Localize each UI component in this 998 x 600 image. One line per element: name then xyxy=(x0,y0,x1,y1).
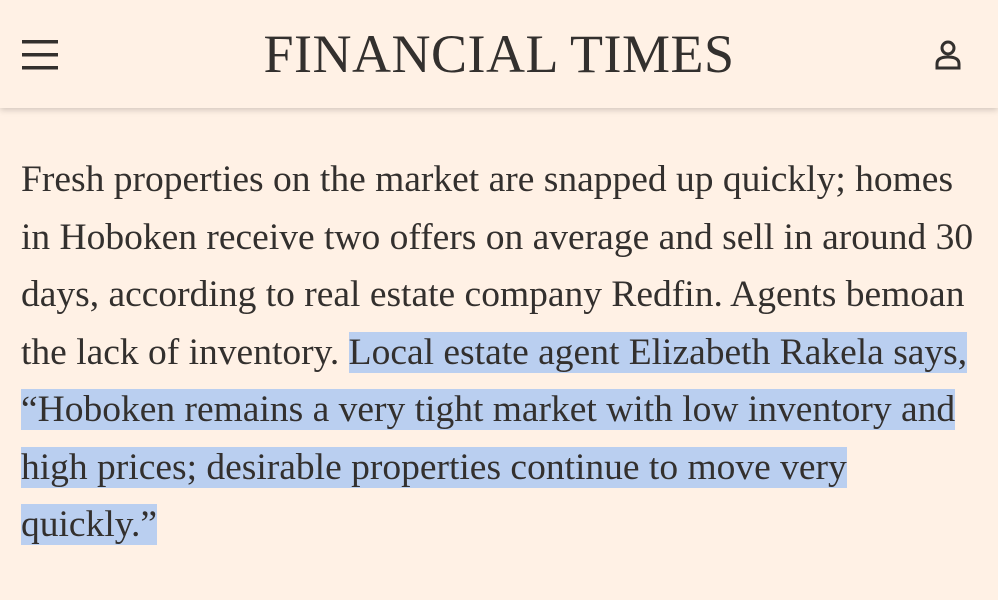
article-paragraph: Fresh properties on the market are snapp… xyxy=(21,151,986,554)
paragraph-text: Fresh properties on the market are snapp… xyxy=(21,159,974,373)
site-title[interactable]: FINANCIAL TIMES xyxy=(263,24,735,84)
menu-button[interactable] xyxy=(22,38,58,72)
account-button[interactable] xyxy=(934,40,962,70)
header: FINANCIAL TIMES xyxy=(0,0,998,108)
